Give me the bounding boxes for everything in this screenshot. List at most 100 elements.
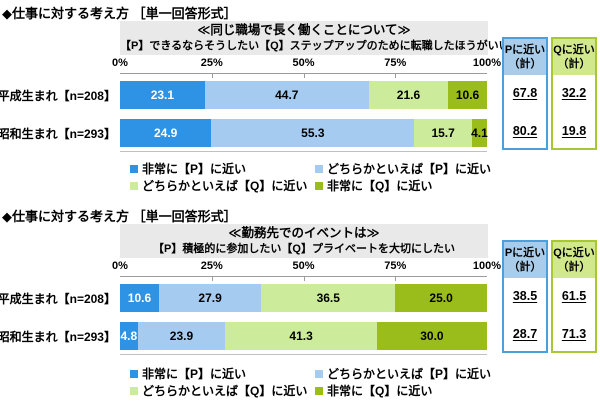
legend-swatch bbox=[130, 181, 138, 190]
summary-header-line: （計） bbox=[508, 261, 542, 273]
legend-item: どちらかといえば【P】に近い bbox=[315, 365, 491, 382]
x-axis: 0% 25% 50% 75% 100% bbox=[112, 57, 501, 70]
summary-column-p: Pに近い （計） 38.5 28.7 bbox=[502, 240, 548, 353]
axis-tick-label: 50% bbox=[292, 260, 315, 272]
summary-value-q: 19.8 bbox=[561, 124, 587, 138]
legend-swatch bbox=[315, 386, 323, 395]
axis-tick-label: 50% bbox=[292, 57, 315, 69]
summary-value-p: 80.2 bbox=[512, 124, 538, 138]
plot-area: 10.6 27.9 36.5 25.0 4.8 23.9 41.3 30.0 bbox=[120, 276, 487, 355]
chart-header: ≪勤務先でのイベントは≫ 【P】積極的に参加したい【Q】プライベートを大切にした… bbox=[120, 224, 488, 258]
bar-segment: 15.7 bbox=[414, 119, 472, 147]
bar-segment: 55.3 bbox=[211, 119, 415, 147]
summary-header-line: （計） bbox=[557, 58, 591, 70]
bar-segment: 44.7 bbox=[204, 81, 369, 109]
summary-header-line: Pに近い bbox=[504, 44, 546, 56]
x-axis: 0% 25% 50% 75% 100% bbox=[112, 260, 501, 273]
bar-segment: 30.0 bbox=[376, 322, 487, 350]
summary-value-p: 67.8 bbox=[512, 86, 538, 100]
legend-swatch bbox=[315, 164, 323, 173]
row-label: 平成生まれ【n=208】 bbox=[0, 292, 116, 306]
bar-segment: 4.1 bbox=[471, 119, 488, 147]
chart-subtitle: 【P】できるならそうしたい【Q】ステップアップのために転職したほうがいい bbox=[120, 40, 510, 52]
summary-header-q: Qに近い （計） bbox=[553, 242, 595, 278]
gridline-tick bbox=[211, 74, 213, 78]
bar-segment: 10.6 bbox=[120, 284, 159, 312]
bar-segment: 41.3 bbox=[225, 322, 377, 350]
summary-value-p: 38.5 bbox=[512, 289, 538, 303]
legend-label: どちらかといえば【Q】に近い bbox=[142, 179, 308, 193]
legend-label: どちらかといえば【Q】に近い bbox=[142, 384, 308, 398]
gridline-tick bbox=[211, 277, 213, 281]
axis-tick-label: 0% bbox=[112, 57, 128, 69]
legend-swatch bbox=[315, 369, 323, 378]
legend-item: どちらかといえば【Q】に近い bbox=[130, 382, 307, 399]
summary-header-line: Qに近い bbox=[553, 44, 595, 56]
summary-value-q: 32.2 bbox=[561, 86, 587, 100]
legend-item: 非常に【Q】に近い bbox=[315, 382, 432, 399]
plot-area: 23.1 44.7 21.6 10.6 24.9 55.3 15.7 4.1 bbox=[120, 73, 488, 152]
axis-tick-label: 25% bbox=[200, 260, 223, 272]
summary-header-q: Qに近い （計） bbox=[553, 39, 595, 75]
axis-tick-label: 0% bbox=[112, 260, 128, 272]
legend-label: どちらかといえば【P】に近い bbox=[327, 162, 492, 176]
bar-segment: 23.9 bbox=[137, 322, 226, 350]
bar-segment: 23.1 bbox=[120, 81, 205, 109]
bar-row: 24.9 55.3 15.7 4.1 bbox=[120, 119, 488, 147]
legend-item: 非常に【P】に近い bbox=[130, 365, 246, 382]
axis-tick-label: 75% bbox=[384, 57, 407, 69]
summary-header-p: Pに近い （計） bbox=[504, 242, 546, 278]
row-label: 平成生まれ【n=208】 bbox=[0, 89, 116, 103]
summary-header-p: Pに近い （計） bbox=[504, 39, 546, 75]
legend-item: どちらかといえば【P】に近い bbox=[315, 160, 491, 177]
legend-label: 非常に【Q】に近い bbox=[327, 384, 433, 398]
gridline-tick bbox=[303, 74, 305, 78]
bar-segment: 27.9 bbox=[158, 284, 262, 312]
legend-swatch bbox=[315, 181, 323, 190]
legend-swatch bbox=[130, 386, 138, 395]
axis-tick-label: 75% bbox=[384, 260, 407, 272]
chart-title: ≪同じ職場で長く働くことについて≫ bbox=[197, 23, 411, 37]
legend-label: どちらかといえば【P】に近い bbox=[327, 367, 492, 381]
axis-tick-label: 100% bbox=[472, 260, 502, 272]
chart-header: ≪同じ職場で長く働くことについて≫ 【P】できるならそうしたい【Q】ステップアッ… bbox=[120, 21, 510, 55]
survey-chart-1: ◆仕事に対する考え方 ［単一回答形式］ ≪同じ職場で長く働くことについて≫ 【P… bbox=[0, 0, 600, 201]
bar-segment: 10.6 bbox=[448, 81, 487, 109]
row-label: 昭和生まれ【n=293】 bbox=[0, 127, 116, 141]
survey-chart-2: ◆仕事に対する考え方 ［単一回答形式］ ≪勤務先でのイベントは≫ 【P】積極的に… bbox=[0, 203, 600, 404]
legend-item: 非常に【Q】に近い bbox=[315, 177, 432, 194]
bar-segment: 24.9 bbox=[120, 119, 212, 147]
summary-value-q: 61.5 bbox=[561, 289, 587, 303]
legend-item: どちらかといえば【Q】に近い bbox=[130, 177, 307, 194]
summary-header-line: （計） bbox=[557, 261, 591, 273]
bar-segment: 21.6 bbox=[368, 81, 449, 109]
bar-row: 23.1 44.7 21.6 10.6 bbox=[120, 81, 487, 109]
axis-tick-label: 100% bbox=[472, 57, 502, 69]
summary-column-q: Qに近い （計） 32.2 19.8 bbox=[551, 37, 597, 150]
gridline-tick bbox=[303, 277, 305, 281]
legend-item: 非常に【P】に近い bbox=[130, 160, 246, 177]
section-title: ◆仕事に対する考え方 ［単一回答形式］ bbox=[2, 209, 237, 224]
summary-column-p: Pに近い （計） 67.8 80.2 bbox=[502, 37, 548, 150]
chart-title: ≪勤務先でのイベントは≫ bbox=[228, 226, 380, 240]
summary-header-line: （計） bbox=[508, 58, 542, 70]
bar-row: 10.6 27.9 36.5 25.0 bbox=[120, 284, 487, 312]
chart-subtitle: 【P】積極的に参加したい【Q】プライベートを大切にしたい bbox=[153, 243, 455, 255]
section-title: ◆仕事に対する考え方 ［単一回答形式］ bbox=[2, 6, 237, 21]
row-label: 昭和生まれ【n=293】 bbox=[0, 330, 116, 344]
legend-label: 非常に【P】に近い bbox=[142, 162, 247, 176]
bar-segment: 36.5 bbox=[261, 284, 396, 312]
summary-header-line: Pに近い bbox=[504, 247, 546, 259]
legend-label: 非常に【P】に近い bbox=[142, 367, 247, 381]
legend-swatch bbox=[130, 164, 138, 173]
summary-value-p: 28.7 bbox=[512, 327, 538, 341]
gridline-tick bbox=[395, 74, 397, 78]
bar-segment: 25.0 bbox=[395, 284, 487, 312]
summary-value-q: 71.3 bbox=[561, 327, 587, 341]
summary-header-line: Qに近い bbox=[553, 247, 595, 259]
summary-column-q: Qに近い （計） 61.5 71.3 bbox=[551, 240, 597, 353]
legend-label: 非常に【Q】に近い bbox=[327, 179, 433, 193]
gridline-tick bbox=[395, 277, 397, 281]
legend-swatch bbox=[130, 369, 138, 378]
